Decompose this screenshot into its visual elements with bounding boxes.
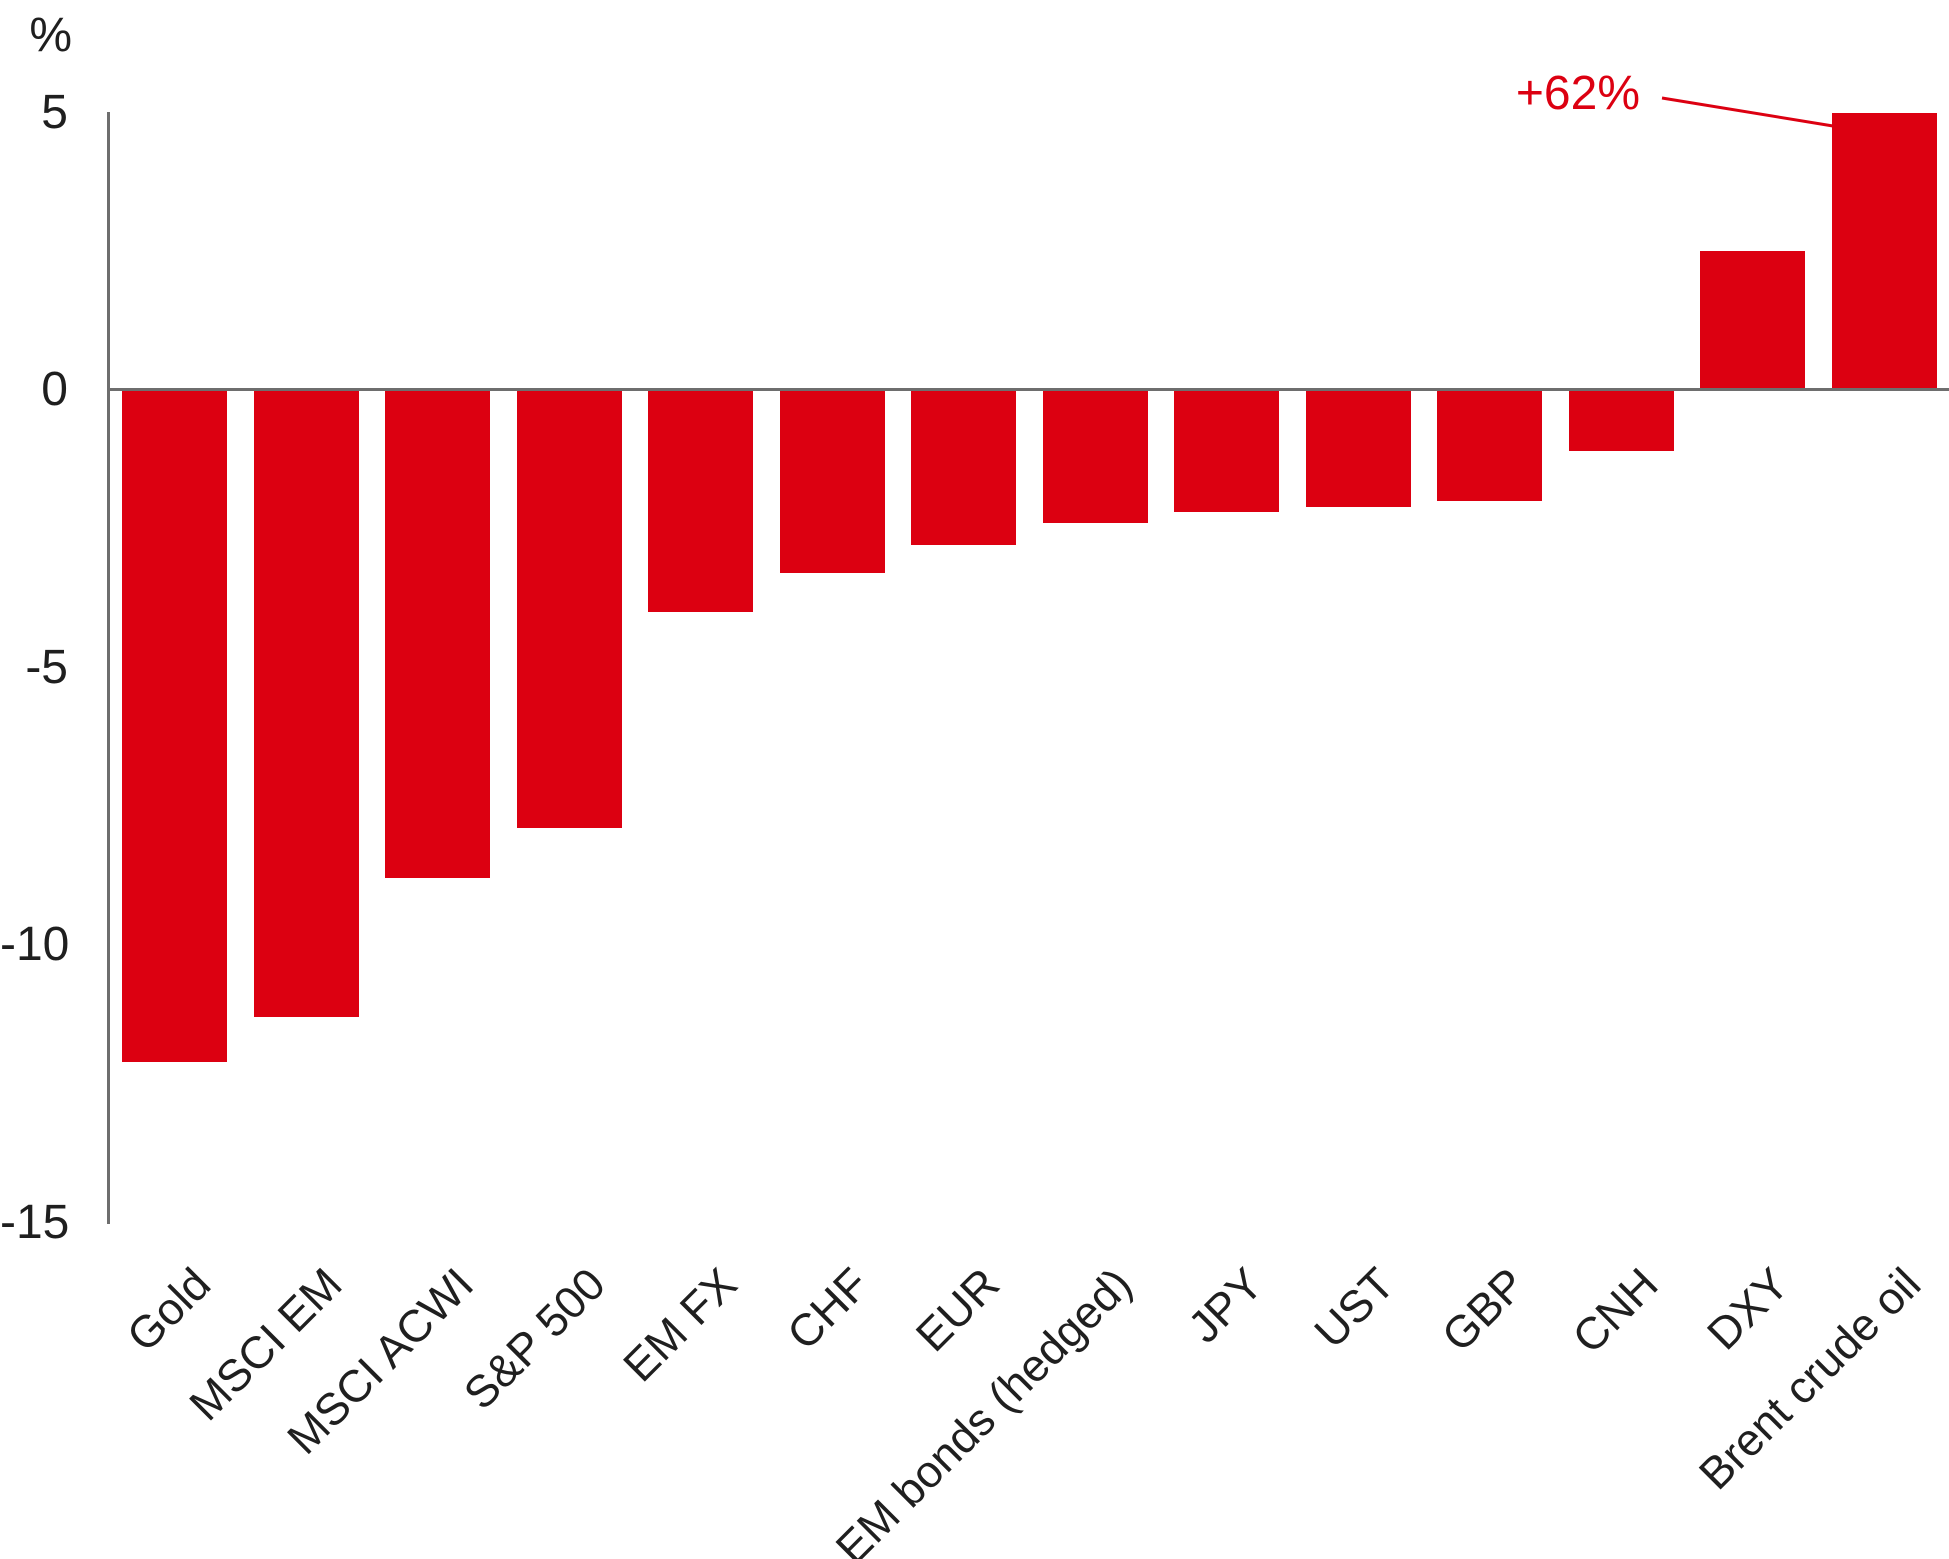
bar-ust: [1305, 390, 1411, 507]
x-label-gold: Gold: [117, 1258, 221, 1362]
bar-gold: [122, 390, 227, 1062]
bar-gbp: [1437, 390, 1542, 501]
y-tick--10: -10: [0, 918, 70, 971]
y-tick--5: -5: [25, 640, 68, 694]
bar-brent-crude-oil: [1831, 112, 1937, 390]
bar-s-p-500: [516, 390, 622, 829]
annotation-label: +62%: [1515, 67, 1640, 120]
x-label-chf: CHF: [776, 1258, 879, 1360]
y-axis-unit-label: %: [29, 9, 72, 62]
x-label-eur: EUR: [906, 1258, 1010, 1362]
bar-cnh: [1568, 390, 1674, 452]
bar-msci-em: [253, 390, 359, 1018]
y-tick-0: 0: [41, 363, 68, 416]
zero-baseline: [107, 388, 1949, 391]
bar-em-fx: [648, 390, 753, 612]
y-tick-5: 5: [41, 85, 68, 139]
x-label-cnh: CNH: [1562, 1258, 1668, 1364]
x-label-em-fx: EM FX: [613, 1258, 747, 1392]
y-axis-line: [107, 112, 110, 1224]
bar-jpy: [1174, 390, 1279, 513]
callout-line: [1661, 96, 1834, 128]
bar-msci-acwi: [385, 390, 490, 879]
x-label-s-p-500: S&P 500: [453, 1258, 616, 1420]
y-tick--15: -15: [0, 1195, 70, 1249]
x-label-ust: UST: [1304, 1258, 1405, 1358]
x-label-gbp: GBP: [1432, 1258, 1536, 1362]
x-label-dxy: DXY: [1697, 1258, 1799, 1360]
bar-eur: [911, 390, 1016, 546]
bar-chf: [779, 390, 885, 574]
bar-em-bonds-hedged: [1042, 390, 1148, 524]
x-label-jpy: JPY: [1178, 1258, 1273, 1353]
bar-dxy: [1700, 251, 1805, 390]
